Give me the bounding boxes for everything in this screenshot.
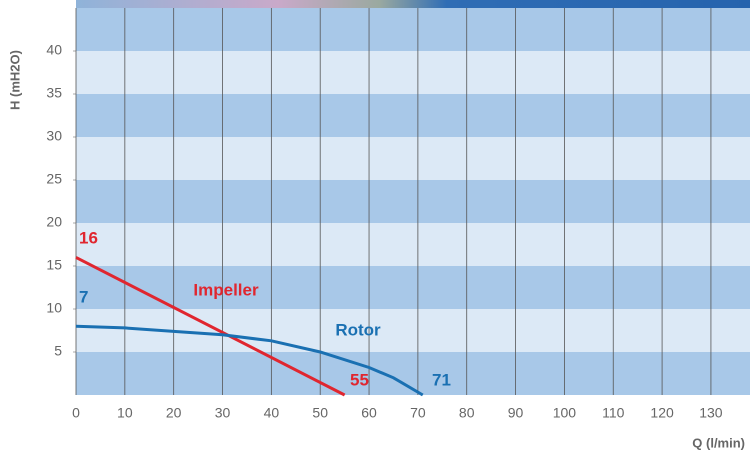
legend-label: Rotor (335, 320, 381, 339)
plot-bands (76, 8, 750, 395)
annotation: 7 (79, 287, 88, 306)
y-tick-label: 35 (46, 85, 62, 101)
y-tick-label: 15 (46, 257, 62, 273)
x-tick-label: 120 (650, 405, 674, 421)
y-axis-title: H (mH2O) (7, 50, 22, 110)
annotation: 16 (79, 228, 98, 247)
y-tick-label: 40 (46, 42, 62, 58)
y-tick-label: 25 (46, 171, 62, 187)
banner (76, 0, 750, 8)
band (76, 51, 750, 94)
series-line (75, 324, 424, 397)
x-tick-label: 30 (215, 405, 231, 421)
labels: 5 10 15 20 25 30 35 40 0 10 20 30 40 50 60 70 80 90 100 110… (46, 42, 722, 421)
x-tick-label: 70 (410, 405, 426, 421)
band (76, 94, 750, 137)
band (76, 8, 750, 51)
y-tick-label: 20 (46, 214, 62, 230)
band (76, 137, 750, 180)
x-tick-label: 50 (312, 405, 328, 421)
y-tick-label: 10 (46, 300, 62, 316)
x-tick-label: 90 (508, 405, 524, 421)
x-tick-label: 60 (361, 405, 377, 421)
band (76, 180, 750, 223)
y-tick-label: 5 (54, 343, 62, 359)
legend-label: Impeller (193, 280, 259, 299)
annotation: 71 (432, 370, 451, 389)
x-tick-label: 80 (459, 405, 475, 421)
x-tick-label: 40 (264, 405, 280, 421)
x-tick-label: 10 (117, 405, 133, 421)
lines (75, 256, 424, 397)
series-line (75, 256, 346, 397)
x-tick-label: 110 (602, 405, 625, 421)
band (76, 223, 750, 266)
band (76, 266, 750, 309)
annotation: 55 (350, 370, 369, 389)
x-tick-label: 0 (72, 405, 80, 421)
grid (73, 8, 712, 395)
y-tick-label: 30 (46, 128, 62, 144)
x-tick-label: 100 (553, 405, 577, 421)
x-axis-title: Q (l/min) (692, 435, 745, 450)
x-tick-label: 130 (699, 405, 723, 421)
x-tick-label: 20 (166, 405, 182, 421)
